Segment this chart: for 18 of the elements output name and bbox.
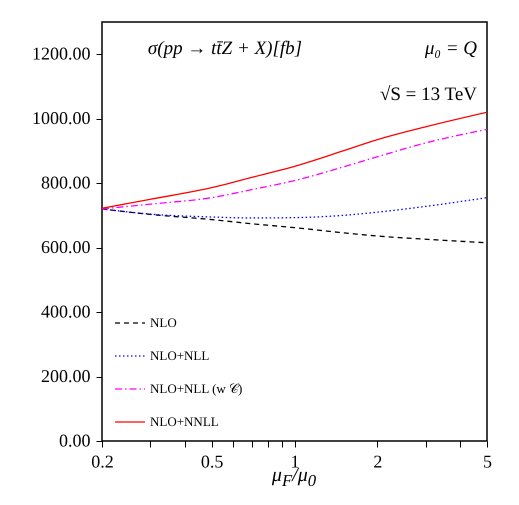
x-tick-label: 2	[373, 452, 382, 472]
y-tick-label: 0.00	[59, 430, 90, 450]
x-tick-label: 0.5	[200, 452, 224, 472]
y-tick-label: 200.00	[41, 366, 90, 386]
annotation: σ(pp → tt̄Z + X)[fb]	[148, 38, 302, 59]
x-tick-label: 0.2	[91, 452, 114, 472]
x-tick-label: 5	[483, 452, 492, 472]
y-tick-label: 800.00	[41, 172, 90, 193]
legend-label: NLO+NLL (w 𝒞)	[150, 381, 242, 396]
y-tick-label: 400.00	[41, 302, 90, 322]
y-tick-label: 600.00	[41, 237, 90, 258]
annotation: μ₀ = Q	[424, 38, 478, 59]
legend-label: NLO	[150, 315, 177, 330]
y-tick-label: 1000.00	[32, 108, 90, 128]
annotation: √S = 13 TeV	[380, 84, 478, 105]
legend-label: NLO+NNLL	[150, 414, 219, 429]
y-tick-label: 1200.00	[32, 44, 90, 64]
legend-label: NLO+NLL	[150, 348, 210, 363]
